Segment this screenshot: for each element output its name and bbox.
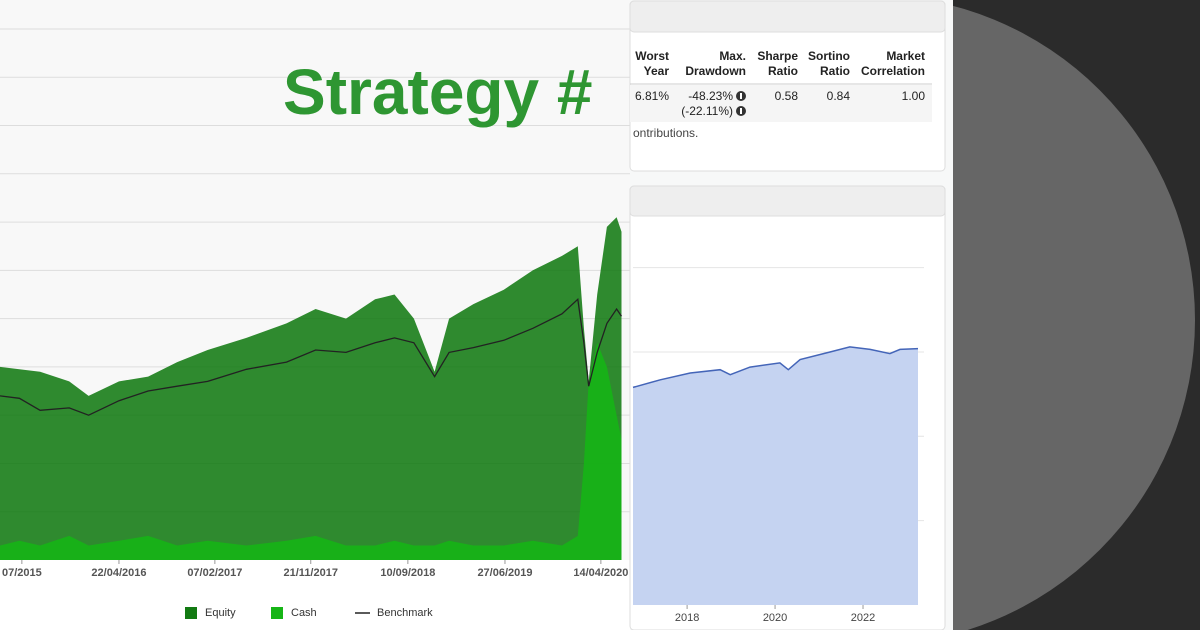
note: ontributions. [633, 126, 698, 140]
right-chart: 2018 2020 2022 [632, 267, 924, 624]
series-area [0, 342, 622, 560]
table-row-bg [630, 85, 932, 122]
x-tick-label: 2018 [675, 612, 699, 624]
series-area [0, 217, 622, 560]
x-tick-label: 2020 [763, 612, 787, 624]
table-header-text: Sharpe Ratio [757, 49, 798, 78]
x-tick-label: 07/2015 [2, 567, 42, 579]
series-area [633, 346, 918, 605]
x-tick-label: 21/11/2017 [284, 567, 338, 579]
table-cell: 0.84 [804, 89, 850, 104]
series-line [0, 297, 623, 416]
table-header-text: Max. Drawdown [685, 49, 746, 78]
info-icon[interactable] [736, 106, 746, 116]
x-tick-label: 10/09/2018 [380, 567, 435, 579]
x-tick-label: 14/04/2020 [573, 567, 628, 579]
table-cell-text: 6.81% [634, 89, 669, 103]
table-cell: -48.23% [656, 89, 746, 104]
legend-label: Equity [205, 607, 236, 619]
table-cell: 1.00 [853, 89, 925, 104]
legend-label: Cash [291, 607, 317, 619]
series-line [632, 346, 919, 389]
legend-label: Benchmark [377, 607, 433, 619]
x-tick-label: 2022 [851, 612, 875, 624]
x-tick-label: 07/02/2017 [187, 567, 242, 579]
table-header-text: Market Correlation [860, 49, 925, 78]
table-cell-text: 0.58 [774, 89, 798, 103]
left-chart: 07/2015 22/04/2016 07/02/2017 21/11/2017 10/… [0, 28, 630, 619]
table-header: Market Correlation [853, 49, 925, 79]
table-cell: 0.58 [752, 89, 798, 104]
table-header: Max. Drawdown [674, 49, 746, 79]
table-header: Sortino Ratio [804, 49, 850, 79]
table-cell: (-22.11%) [656, 104, 746, 119]
stats-card-header [629, 0, 946, 33]
legend-swatch [185, 607, 197, 619]
info-icon[interactable] [736, 91, 746, 101]
table-header-text: Worst Year [635, 49, 669, 78]
headline: Strategy # [283, 56, 592, 128]
legend-swatch [271, 607, 283, 619]
table-cell-text: -48.23% [688, 89, 733, 103]
x-tick-label: 27/06/2019 [477, 567, 532, 579]
table-header: Worst Year [625, 49, 669, 79]
table-cell-text: 0.84 [826, 89, 850, 103]
table-header: Sharpe Ratio [752, 49, 798, 79]
x-tick-label: 22/04/2016 [91, 567, 146, 579]
table-cell-text: 1.00 [901, 89, 925, 103]
growth-card-header [629, 185, 946, 217]
table-cell-text: (-22.11%) [681, 104, 733, 118]
table-header-text: Sortino Ratio [808, 49, 850, 78]
table-cell: 6.81% [625, 89, 669, 104]
